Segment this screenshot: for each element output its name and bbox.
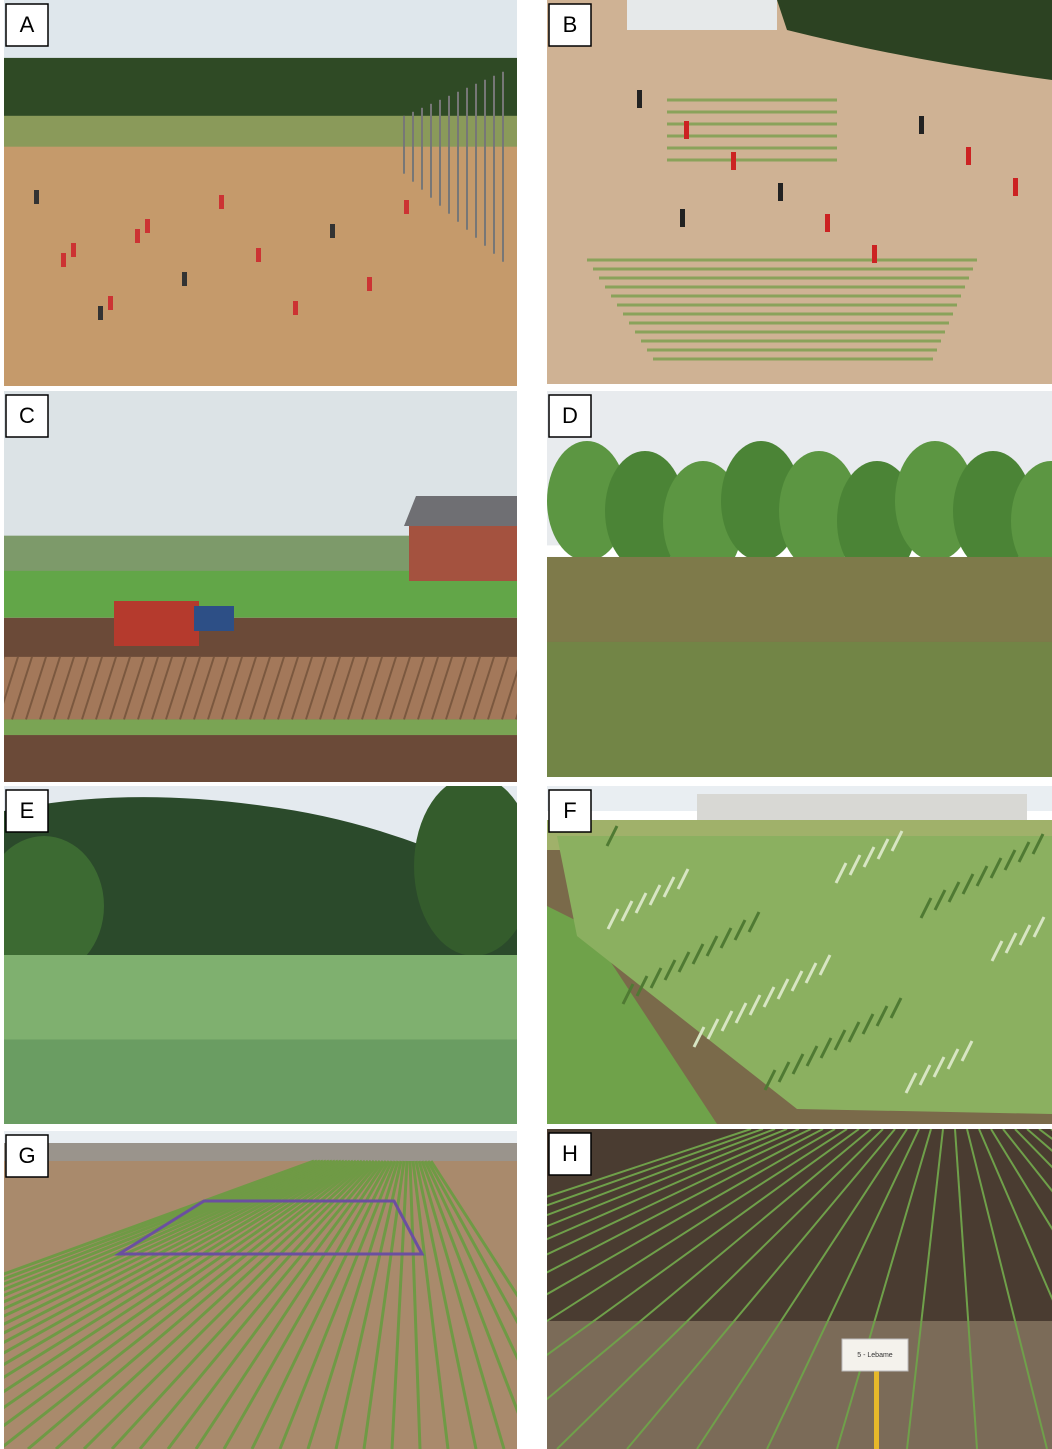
stake — [219, 195, 224, 209]
stake — [825, 214, 830, 232]
town — [4, 1143, 517, 1163]
photo-panel: C — [0, 391, 550, 782]
photo-panel: F — [547, 786, 1052, 1124]
sky — [627, 0, 777, 30]
panel-label: E — [20, 798, 35, 823]
stake — [680, 209, 685, 227]
panel-label: D — [562, 403, 578, 428]
stake — [145, 219, 150, 233]
panel-label: H — [562, 1141, 578, 1166]
panel-label: A — [20, 12, 35, 37]
stake — [919, 116, 924, 134]
panel-label: C — [19, 403, 35, 428]
seeder — [194, 606, 234, 631]
tree — [414, 776, 534, 956]
grass-strip — [4, 719, 517, 735]
meadow-green — [547, 642, 1052, 777]
stake — [34, 190, 39, 204]
sign-text: 5 - Lebame — [857, 1352, 893, 1359]
figure: A B C D E F G H 5 - Lebame — [0, 0, 1052, 1449]
stake — [256, 248, 261, 262]
grass-dark — [4, 1040, 517, 1125]
roof — [404, 496, 517, 526]
photo-panel: G — [0, 1131, 616, 1449]
stake — [182, 272, 187, 286]
stake — [108, 296, 113, 310]
stake — [778, 183, 783, 201]
tractor — [114, 601, 199, 646]
panel-label: B — [563, 12, 578, 37]
photo-panel: A — [4, 0, 517, 386]
stake — [367, 277, 372, 291]
stake — [330, 224, 335, 238]
furrow — [0, 657, 4, 720]
panel-label: G — [18, 1143, 35, 1168]
stake — [98, 306, 103, 320]
house — [409, 521, 517, 581]
furrow — [516, 657, 536, 720]
stake — [61, 253, 66, 267]
stake — [731, 152, 736, 170]
photo-panel: B — [547, 0, 1052, 384]
stake — [293, 301, 298, 315]
buildings — [697, 794, 1027, 820]
stake — [966, 147, 971, 165]
stake — [637, 90, 642, 108]
photo-panel: D — [547, 391, 1052, 777]
stake — [684, 121, 689, 139]
stake — [135, 229, 140, 243]
stake — [404, 200, 409, 214]
panel-label: F — [563, 798, 576, 823]
photo-panel: E — [0, 776, 534, 1124]
stake — [872, 245, 877, 263]
sign-post — [874, 1369, 879, 1449]
stake — [1013, 178, 1018, 196]
stake — [71, 243, 76, 257]
